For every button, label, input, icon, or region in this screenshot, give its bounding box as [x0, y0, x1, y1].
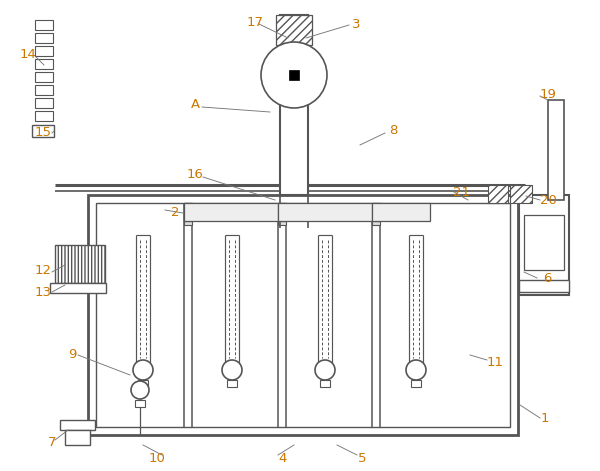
Bar — [35, 98, 53, 108]
Bar — [35, 85, 53, 95]
Text: 6: 6 — [543, 271, 551, 284]
Bar — [35, 72, 53, 82]
Text: 7: 7 — [48, 436, 56, 448]
Bar — [289, 70, 299, 80]
Bar — [88, 195, 518, 435]
Bar — [278, 203, 286, 221]
Circle shape — [131, 381, 149, 399]
Bar — [278, 203, 372, 221]
Bar — [96, 203, 510, 427]
Bar — [488, 185, 508, 203]
Bar — [372, 203, 380, 225]
Bar — [184, 203, 278, 221]
Bar — [372, 203, 430, 221]
Bar — [510, 185, 532, 203]
Bar — [50, 283, 106, 293]
Text: 10: 10 — [149, 452, 166, 464]
Bar — [372, 203, 380, 221]
Text: 4: 4 — [279, 452, 287, 464]
Text: 9: 9 — [68, 349, 76, 362]
Circle shape — [406, 360, 426, 380]
Bar — [60, 420, 95, 430]
Bar — [32, 125, 54, 137]
Text: 2: 2 — [171, 206, 179, 219]
Bar — [35, 59, 53, 69]
Text: A: A — [190, 98, 200, 112]
Circle shape — [133, 360, 153, 380]
Text: 15: 15 — [35, 125, 52, 138]
Text: 16: 16 — [187, 169, 203, 181]
Bar — [184, 203, 192, 225]
Text: 17: 17 — [247, 16, 263, 29]
Text: 19: 19 — [539, 89, 556, 101]
Circle shape — [222, 360, 242, 380]
Bar — [524, 215, 564, 270]
Bar — [519, 195, 569, 295]
Bar — [55, 245, 105, 283]
Text: 13: 13 — [35, 285, 52, 299]
Bar — [35, 33, 53, 43]
Text: 3: 3 — [352, 18, 360, 32]
Bar — [65, 430, 90, 445]
Bar — [276, 15, 312, 45]
Bar — [227, 380, 237, 387]
Text: 14: 14 — [20, 49, 37, 62]
Bar — [138, 380, 148, 387]
Text: 20: 20 — [539, 194, 556, 206]
Bar — [548, 100, 564, 200]
Bar — [35, 20, 53, 30]
Text: 11: 11 — [487, 356, 503, 368]
Bar — [35, 111, 53, 121]
Bar — [320, 380, 330, 387]
Bar — [411, 380, 421, 387]
Circle shape — [261, 42, 327, 108]
Bar — [278, 203, 286, 225]
Text: 1: 1 — [541, 412, 549, 424]
Text: 12: 12 — [35, 263, 52, 276]
Bar — [35, 46, 53, 56]
Text: 21: 21 — [454, 186, 470, 198]
Bar — [280, 15, 308, 195]
Text: 5: 5 — [358, 452, 366, 464]
Bar — [135, 400, 145, 407]
Text: 8: 8 — [389, 123, 397, 137]
Bar — [519, 280, 569, 292]
Circle shape — [315, 360, 335, 380]
Bar — [184, 203, 192, 221]
